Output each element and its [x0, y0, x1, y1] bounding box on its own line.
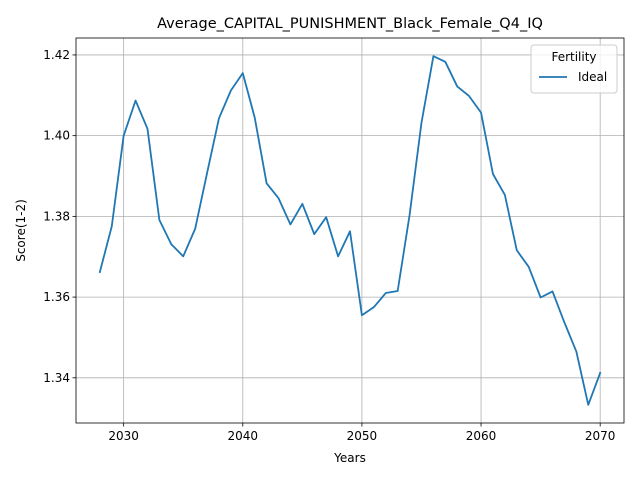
x-tick-label: 2070 — [585, 429, 616, 443]
y-tick-label: 1.34 — [43, 371, 70, 385]
y-tick-label: 1.38 — [43, 209, 70, 223]
axis-ticks: 2030 2040 2050 2060 2070 1.34 1.36 1.38 1.40 1.42 — [43, 48, 615, 443]
y-tick-label: 1.42 — [43, 48, 70, 62]
series-layer — [98, 55, 602, 406]
x-axis-title: Years — [333, 451, 366, 465]
y-tick-label: 1.36 — [43, 290, 70, 304]
chart-title: Average_CAPITAL_PUNISHMENT_Black_Female_… — [157, 16, 543, 32]
plot-area-frame — [75, 37, 625, 424]
y-tick-label: 1.40 — [43, 129, 70, 143]
x-tick-label: 2060 — [466, 429, 497, 443]
legend-box — [530, 44, 618, 94]
y-axis-title: Score(1-2) — [14, 199, 28, 262]
legend-title: Fertility — [551, 50, 596, 64]
x-tick-label: 2040 — [228, 429, 259, 443]
series-line-ideal — [98, 55, 602, 406]
legend: Fertility Ideal — [530, 44, 618, 94]
x-tick-label: 2050 — [347, 429, 378, 443]
x-tick-label: 2030 — [108, 429, 139, 443]
legend-label: Ideal — [578, 70, 607, 84]
